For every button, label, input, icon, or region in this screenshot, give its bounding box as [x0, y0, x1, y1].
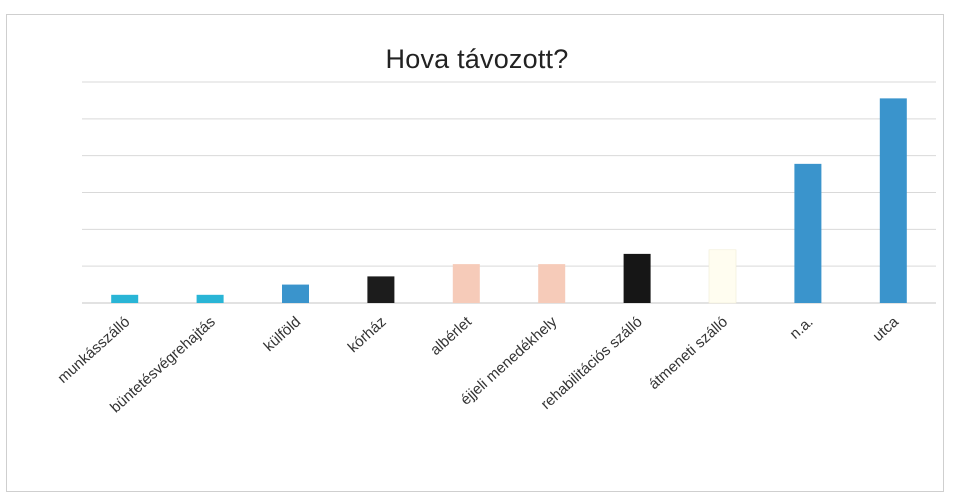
bar-5 — [452, 264, 480, 303]
bar-3 — [282, 284, 309, 303]
bar-7 — [623, 253, 651, 303]
bar-8 — [708, 249, 737, 304]
bar-10 — [879, 98, 907, 304]
gridlines — [82, 81, 936, 304]
bar-4 — [367, 276, 395, 303]
x-tick-label: n.a. — [787, 313, 817, 342]
bar-2 — [196, 294, 224, 303]
x-tick-label: munkásszálló — [54, 313, 133, 386]
bar-6 — [538, 264, 566, 303]
bar-1 — [111, 294, 139, 303]
bars — [111, 98, 907, 304]
bar-9 — [794, 163, 822, 303]
x-tick-label: átmeneti szálló — [645, 313, 731, 393]
chart-title: Hova távozott? — [385, 44, 569, 74]
x-tick-label: utca — [870, 313, 903, 345]
x-tick-label: kórház — [345, 313, 390, 356]
chart-frame — [6, 14, 944, 492]
x-tick-label: külföld — [261, 313, 305, 355]
x-tick-label: albérlet — [427, 313, 476, 359]
